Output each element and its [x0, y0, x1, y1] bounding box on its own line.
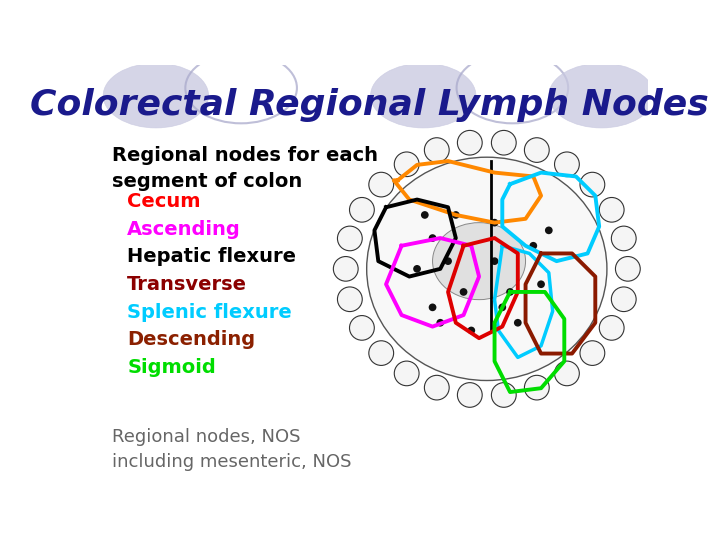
- Text: Sigmoid: Sigmoid: [127, 358, 216, 377]
- Circle shape: [452, 211, 459, 219]
- Circle shape: [457, 383, 482, 407]
- Circle shape: [529, 242, 537, 249]
- Text: Descending: Descending: [127, 330, 256, 349]
- Circle shape: [369, 172, 394, 197]
- Ellipse shape: [371, 63, 476, 128]
- Circle shape: [467, 327, 475, 334]
- Ellipse shape: [103, 63, 209, 128]
- Circle shape: [514, 319, 522, 327]
- Circle shape: [413, 265, 421, 273]
- Circle shape: [554, 152, 580, 177]
- Text: Colorectal Regional Lymph Nodes: Colorectal Regional Lymph Nodes: [30, 88, 708, 122]
- Text: Splenic flexure: Splenic flexure: [127, 303, 292, 322]
- Text: Hepatic flexure: Hepatic flexure: [127, 247, 296, 266]
- Text: Cecum: Cecum: [127, 192, 201, 211]
- Circle shape: [349, 315, 374, 340]
- Circle shape: [436, 319, 444, 327]
- Circle shape: [338, 287, 362, 312]
- Circle shape: [492, 130, 516, 155]
- Circle shape: [545, 226, 553, 234]
- Circle shape: [428, 303, 436, 311]
- Circle shape: [554, 361, 580, 386]
- Circle shape: [580, 341, 605, 366]
- Circle shape: [599, 198, 624, 222]
- Circle shape: [428, 234, 436, 242]
- Text: Regional nodes for each
segment of colon: Regional nodes for each segment of colon: [112, 146, 378, 191]
- Circle shape: [611, 287, 636, 312]
- Ellipse shape: [549, 63, 654, 128]
- Text: Transverse: Transverse: [127, 275, 247, 294]
- Ellipse shape: [366, 157, 607, 381]
- Circle shape: [369, 341, 394, 366]
- Circle shape: [459, 288, 467, 296]
- Ellipse shape: [433, 222, 526, 300]
- Circle shape: [444, 257, 452, 265]
- Circle shape: [457, 130, 482, 155]
- Circle shape: [616, 256, 640, 281]
- Circle shape: [498, 303, 506, 311]
- Circle shape: [338, 226, 362, 251]
- Text: Regional nodes, NOS
including mesenteric, NOS: Regional nodes, NOS including mesenteric…: [112, 428, 351, 471]
- Circle shape: [599, 315, 624, 340]
- Circle shape: [333, 256, 358, 281]
- Circle shape: [395, 361, 419, 386]
- Circle shape: [611, 226, 636, 251]
- Circle shape: [490, 219, 498, 226]
- Circle shape: [424, 375, 449, 400]
- Circle shape: [349, 198, 374, 222]
- Circle shape: [524, 138, 549, 163]
- Circle shape: [537, 280, 545, 288]
- Circle shape: [395, 152, 419, 177]
- Text: Ascending: Ascending: [127, 220, 241, 239]
- Circle shape: [421, 211, 428, 219]
- Circle shape: [492, 383, 516, 407]
- Circle shape: [506, 288, 514, 296]
- Circle shape: [424, 138, 449, 163]
- Circle shape: [490, 257, 498, 265]
- Circle shape: [524, 375, 549, 400]
- Circle shape: [580, 172, 605, 197]
